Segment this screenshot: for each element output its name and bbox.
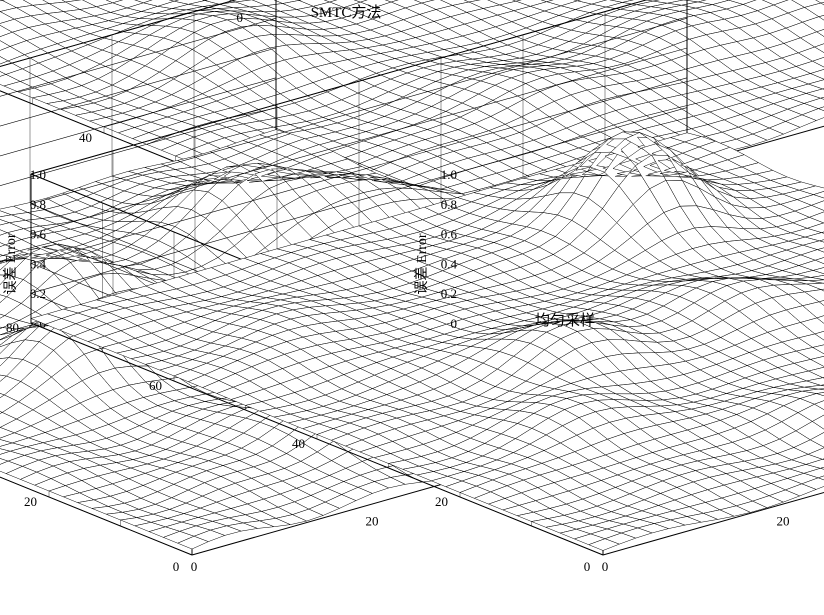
y-tick-label: 60 [149,378,162,393]
chart-title: SMTC方法 [311,4,382,21]
x-tick-label: 0 [602,559,609,574]
x-tick-label: 20 [366,514,379,529]
z-tick-label: 0.8 [441,197,457,212]
y-tick-label: 40 [292,436,305,451]
z-tick-label: 0.2 [441,286,457,301]
y-tick-label: 40 [79,130,92,145]
x-tick-label: 20 [777,514,790,529]
z-tick-label: 0 [451,316,458,331]
y-tick-label: 0 [584,559,591,574]
z-tick-label: 0 [237,10,244,25]
chart-title: 均匀采样 [535,312,595,329]
z-axis-label: 误差 Error [3,233,19,294]
z-tick-label: 1.0 [441,167,457,182]
y-tick-label: 0 [173,559,180,574]
y-tick-label: 80 [6,320,19,335]
z-tick-label: 0.6 [441,227,458,242]
x-tick-label: 0 [191,559,198,574]
z-tick-label: 0.4 [441,256,458,271]
z-axis-label: 误差 Error [414,233,430,294]
y-tick-label: 20 [435,494,448,509]
y-tick-label: 20 [24,494,37,509]
